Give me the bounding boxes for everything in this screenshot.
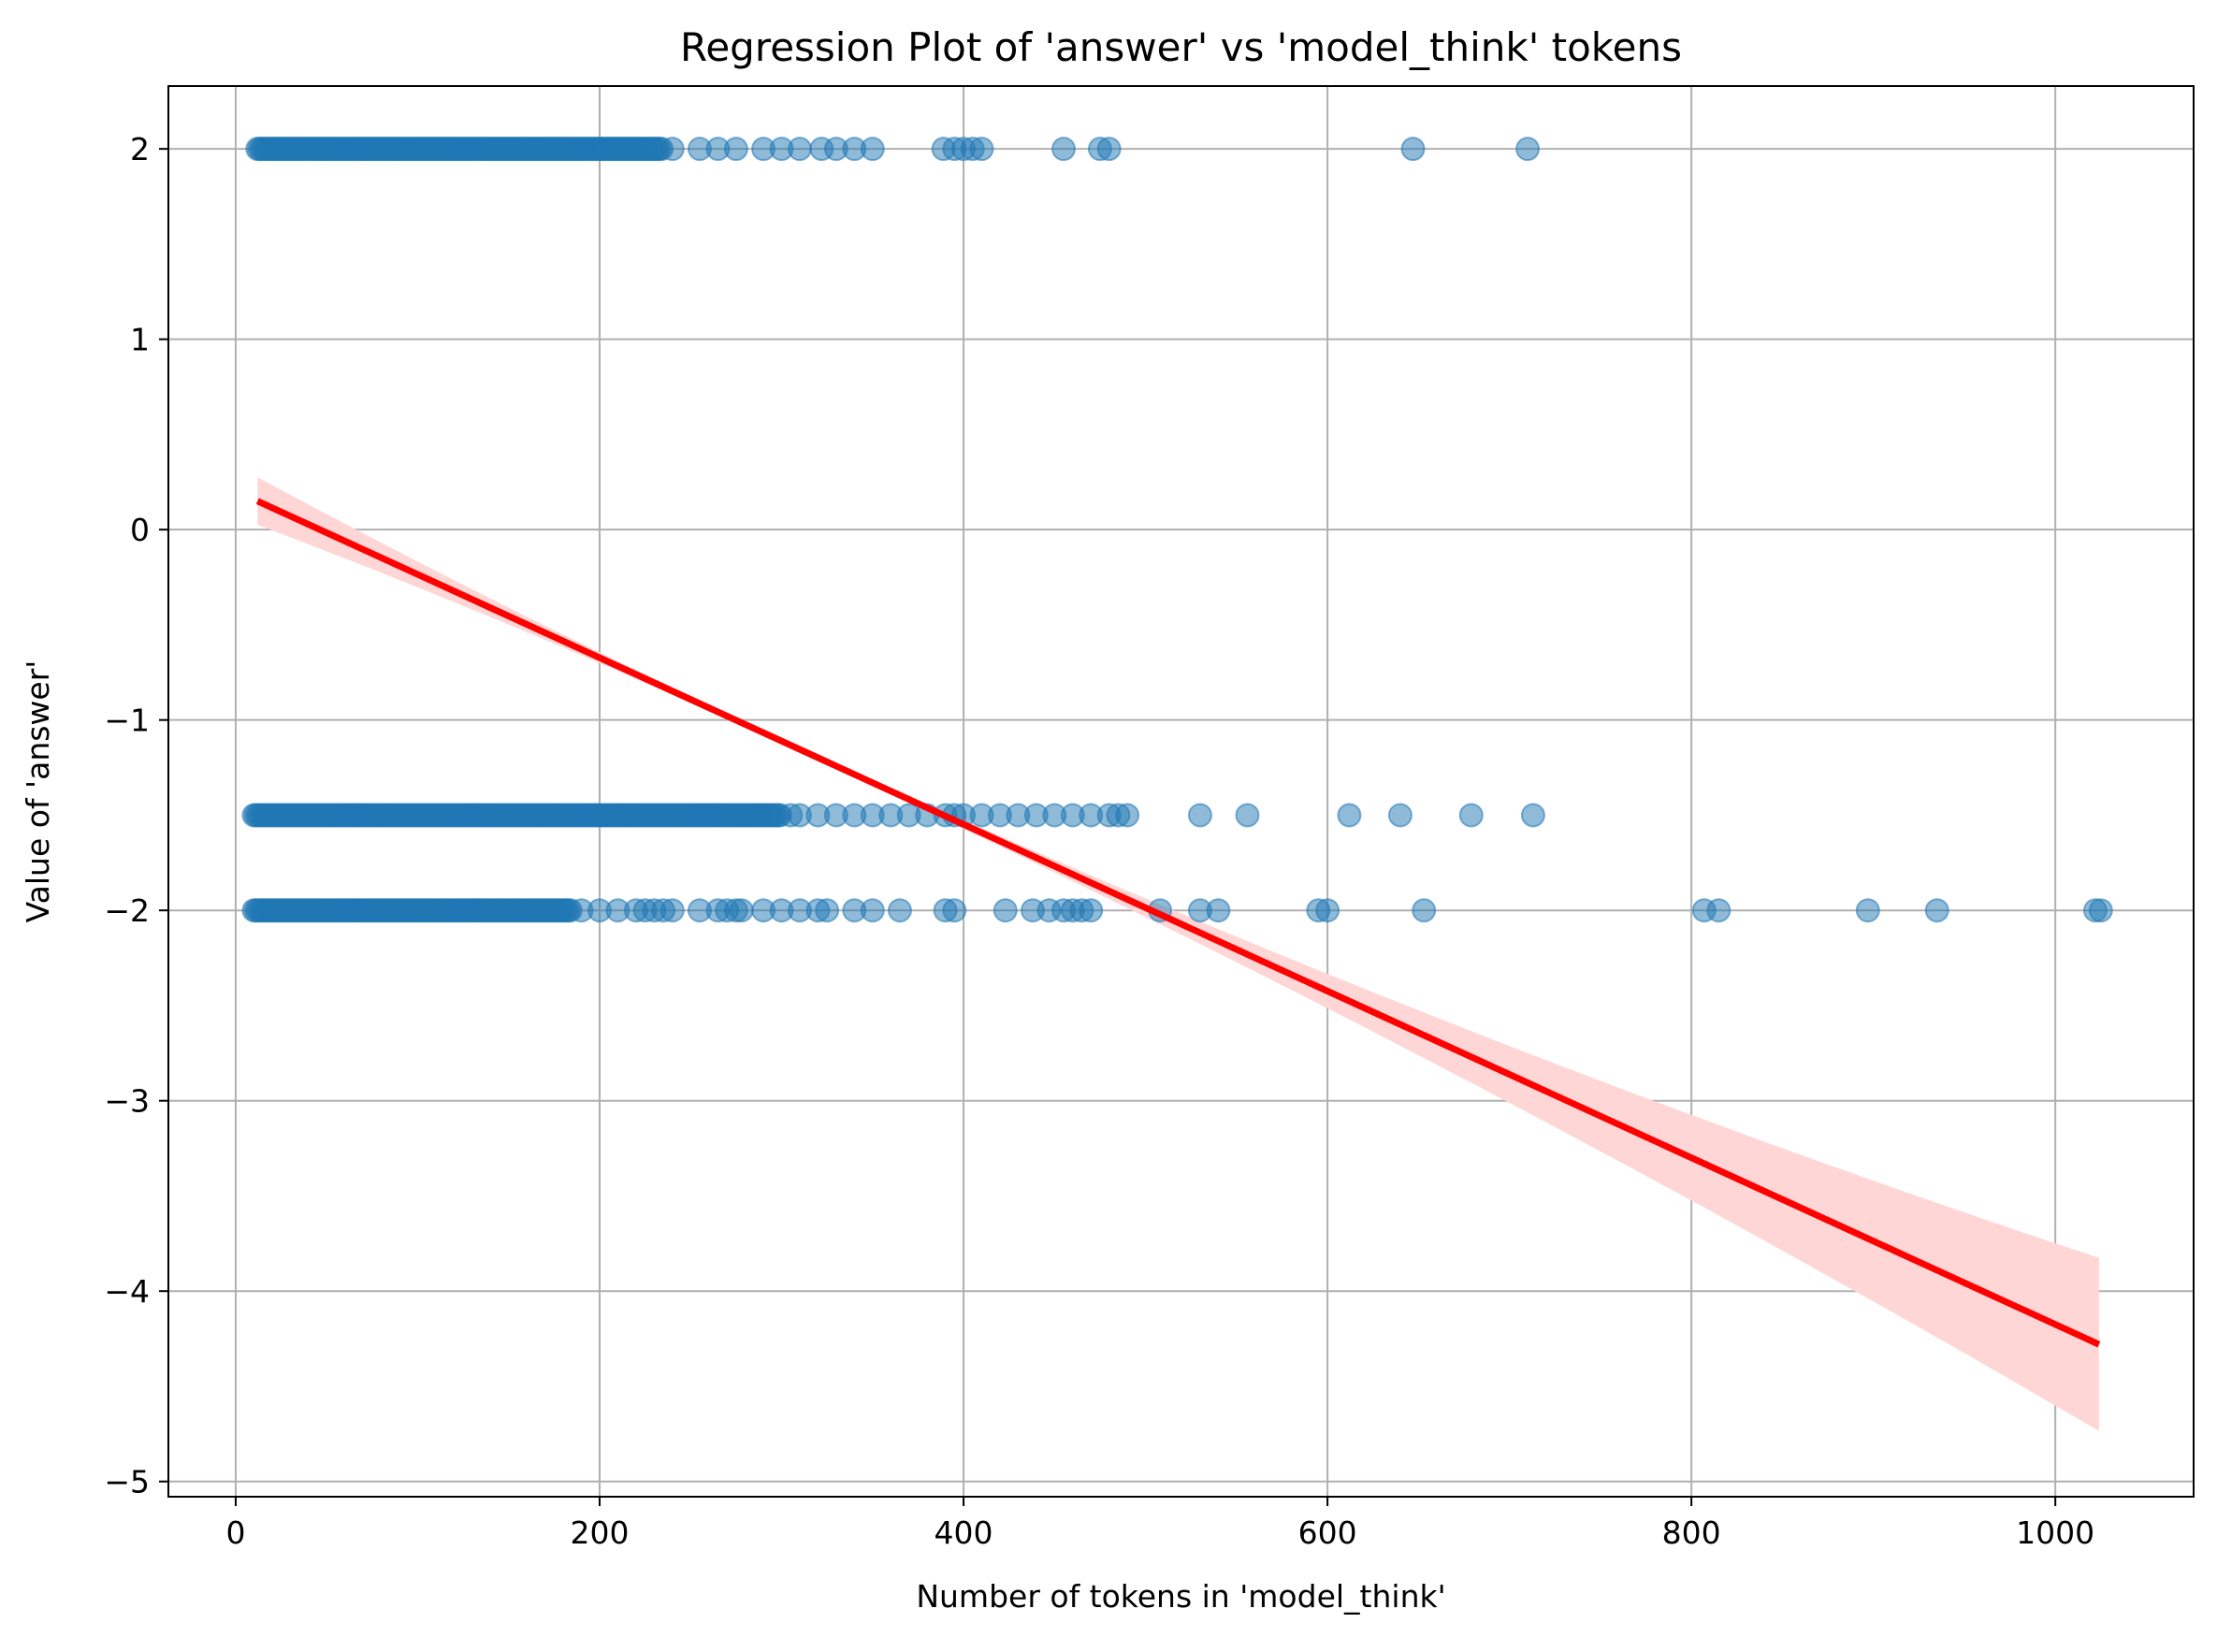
data-point: [1235, 803, 1260, 828]
grid-lines: [168, 86, 2194, 1497]
data-point: [1115, 803, 1140, 828]
data-point: [993, 898, 1018, 923]
data-point: [2088, 898, 2113, 923]
y-tick-label: −2: [104, 892, 150, 929]
data-point: [1337, 803, 1362, 828]
data-point: [815, 898, 840, 923]
data-point: [1079, 898, 1104, 923]
confidence-band-layer: [257, 477, 2099, 1431]
x-tick-label: 0: [225, 1514, 245, 1551]
y-tick-label: −1: [104, 703, 150, 739]
data-point: [729, 898, 754, 923]
x-tick-label: 800: [1662, 1514, 1721, 1551]
y-tick-label: 0: [130, 512, 150, 548]
data-point: [1315, 898, 1340, 923]
x-tick-label: 1000: [2016, 1514, 2094, 1551]
data-point: [1924, 898, 1949, 923]
data-point: [860, 898, 885, 923]
y-tick-label: −5: [104, 1464, 150, 1500]
x-tick-label: 200: [571, 1514, 630, 1551]
data-point: [1520, 803, 1545, 828]
data-point: [1855, 898, 1880, 923]
data-point: [787, 137, 812, 162]
plot-frame: [167, 85, 2195, 1498]
data-point: [659, 137, 685, 162]
data-point: [1051, 137, 1077, 162]
data-point: [1515, 137, 1541, 162]
x-tick-label: 400: [935, 1514, 993, 1551]
chart-title: Regression Plot of 'answer' vs 'model_th…: [680, 24, 1682, 70]
y-tick-label: 1: [130, 322, 150, 358]
regression-line: [255, 498, 2101, 1348]
data-point: [1412, 898, 1437, 923]
data-point: [1206, 898, 1231, 923]
axis-ticks: 0 200 400 600 800 1000 −5 −4 −3 −2 −1 0 1 2: [104, 131, 2094, 1551]
y-axis-label: Value of 'answer': [20, 660, 56, 923]
data-point: [1096, 137, 1122, 162]
data-point: [1400, 137, 1426, 162]
data-point: [723, 137, 748, 162]
data-point: [1706, 898, 1732, 923]
data-point: [1187, 803, 1212, 828]
x-tick-label: 600: [1298, 1514, 1357, 1551]
confidence-band: [257, 477, 2099, 1431]
regression-line-layer: [255, 498, 2101, 1348]
data-point: [887, 898, 912, 923]
y-tick-label: −3: [104, 1083, 150, 1120]
y-tick-label: 2: [130, 131, 150, 167]
x-axis-label: Number of tokens in 'model_think': [916, 1578, 1445, 1615]
data-point: [1387, 803, 1413, 828]
data-point: [1458, 803, 1484, 828]
data-point: [860, 137, 885, 162]
scatter-points: [241, 137, 2113, 923]
y-tick-label: −4: [104, 1273, 150, 1310]
data-point: [969, 137, 994, 162]
data-point: [659, 898, 685, 923]
data-point: [942, 898, 967, 923]
